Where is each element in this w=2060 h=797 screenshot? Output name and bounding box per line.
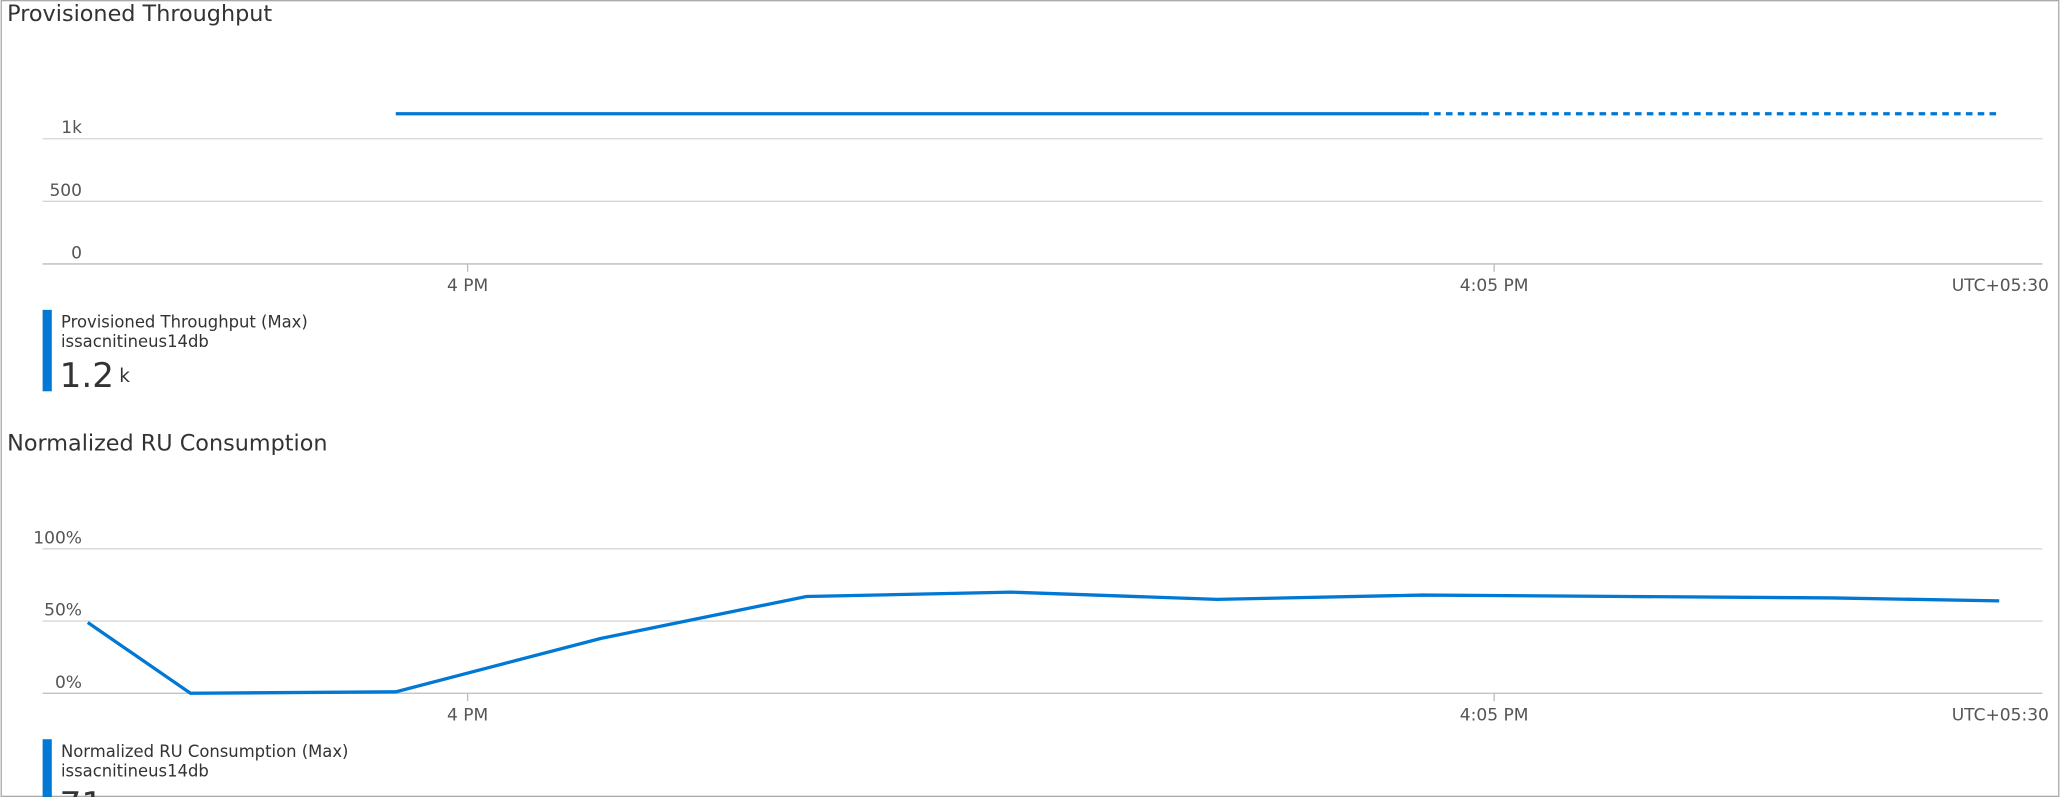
summary-value: 71: [60, 785, 103, 797]
y-tick-label: 50%: [44, 601, 82, 621]
x-tick-label: 4 PM: [447, 276, 488, 296]
x-tick-label: 4:05 PM: [1460, 276, 1529, 296]
timezone-label: UTC+05:30: [1952, 706, 2049, 726]
x-tick-label: 4 PM: [447, 706, 488, 726]
summary-value: 1.2: [60, 355, 114, 395]
chart-title: Provisioned Throughput: [7, 1, 272, 27]
y-tick-label: 100%: [33, 528, 82, 548]
series-line: [86, 590, 2000, 695]
legend-swatch: [42, 309, 52, 392]
legend-summary: 1.2 k: [60, 355, 131, 395]
legend-summary: 71: [60, 785, 103, 797]
y-tick-label: 0: [71, 243, 82, 263]
y-tick-label: 500: [49, 181, 82, 201]
y-tick-label: 0%: [55, 673, 82, 693]
x-tick-label: 4:05 PM: [1460, 706, 1529, 726]
legend-swatch: [42, 739, 52, 797]
legend-resource: issacnitineus14db: [61, 762, 209, 781]
timezone-label: UTC+05:30: [1952, 276, 2049, 296]
legend-name: Provisioned Throughput (Max): [61, 313, 308, 332]
y-tick-label: 1k: [61, 118, 82, 138]
summary-unit: k: [119, 366, 130, 387]
legend-name: Normalized RU Consumption (Max): [61, 742, 348, 761]
chart-title: Normalized RU Consumption: [7, 430, 327, 456]
legend-resource: issacnitineus14db: [61, 332, 209, 351]
